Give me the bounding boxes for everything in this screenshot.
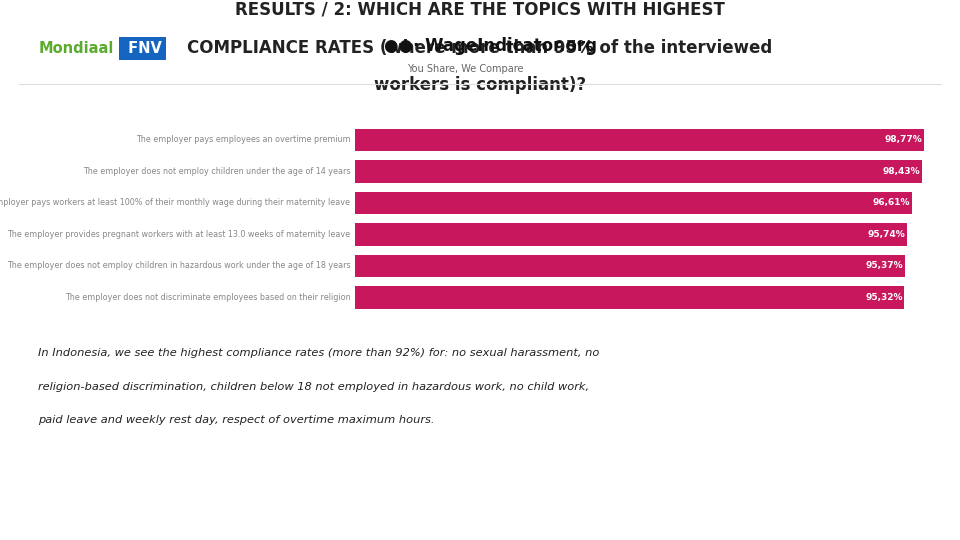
Text: 95,32%: 95,32% bbox=[865, 293, 902, 302]
Text: ●●· WageIndicator.org: ●●· WageIndicator.org bbox=[384, 37, 597, 55]
Text: You Share, We Compare: You Share, We Compare bbox=[407, 64, 523, 73]
Text: RESULTS / 2: WHICH ARE THE TOPICS WITH HIGHEST: RESULTS / 2: WHICH ARE THE TOPICS WITH H… bbox=[235, 1, 725, 19]
Text: The employer does not discriminate employees based on their religion: The employer does not discriminate emplo… bbox=[64, 293, 350, 302]
Text: The employer provides pregnant workers with at least 13.0 weeks of maternity lea: The employer provides pregnant workers w… bbox=[8, 230, 350, 239]
Text: COMPLIANCE RATES (where more than 95% of the interviewed: COMPLIANCE RATES (where more than 95% of… bbox=[187, 39, 773, 57]
Text: The employer does not employ children under the age of 14 years: The employer does not employ children un… bbox=[83, 167, 350, 176]
Bar bbox=[355, 223, 906, 246]
Text: The employer does not employ children in hazardous work under the age of 18 year: The employer does not employ children in… bbox=[7, 261, 350, 271]
Bar bbox=[355, 192, 912, 214]
Text: Mondiaal: Mondiaal bbox=[38, 41, 114, 56]
Text: In Indonesia, we see the highest compliance rates (more than 92%) for: no sexual: In Indonesia, we see the highest complia… bbox=[38, 348, 600, 359]
Bar bbox=[355, 255, 904, 278]
Bar bbox=[355, 286, 904, 309]
Text: 96,61%: 96,61% bbox=[873, 198, 910, 207]
Text: The employer pays employees an overtime premium: The employer pays employees an overtime … bbox=[135, 136, 350, 144]
Text: paid leave and weekly rest day, respect of overtime maximum hours.: paid leave and weekly rest day, respect … bbox=[38, 415, 435, 426]
Bar bbox=[355, 129, 924, 151]
Text: workers is compliant)?: workers is compliant)? bbox=[374, 77, 586, 94]
Text: 98,43%: 98,43% bbox=[883, 167, 921, 176]
Text: 98,77%: 98,77% bbox=[884, 136, 923, 144]
Bar bbox=[355, 160, 923, 183]
Text: 95,74%: 95,74% bbox=[867, 230, 905, 239]
Text: FNV: FNV bbox=[123, 41, 161, 56]
Text: The employer pays workers at least 100% of their monthly wage during their mater: The employer pays workers at least 100% … bbox=[0, 198, 350, 207]
Text: 95,37%: 95,37% bbox=[865, 261, 902, 271]
Text: religion-based discrimination, children below 18 not employed in hazardous work,: religion-based discrimination, children … bbox=[38, 382, 589, 392]
